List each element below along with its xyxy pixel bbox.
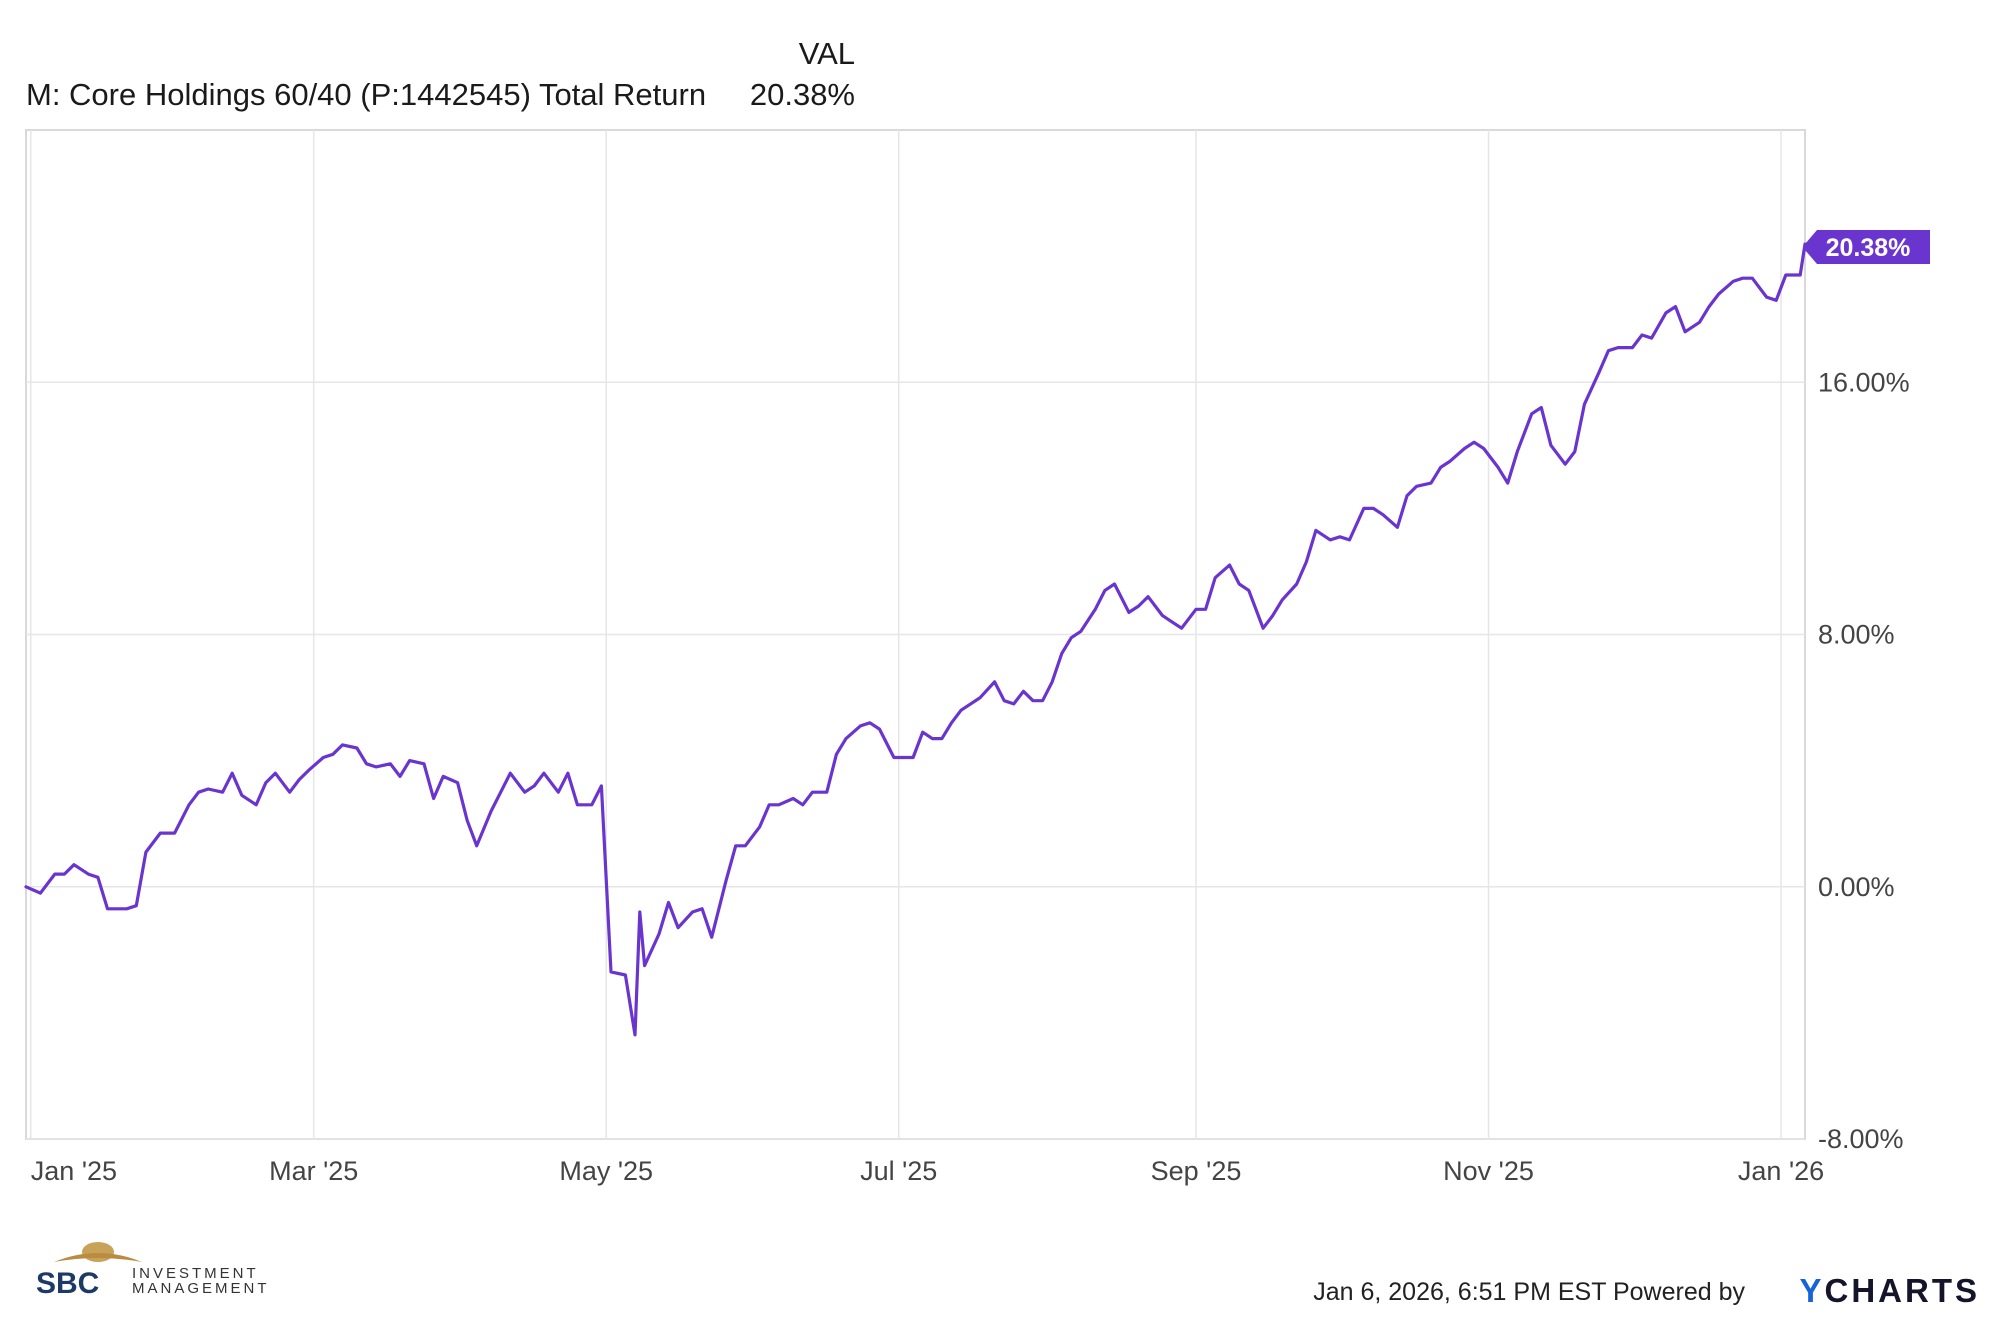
- y-axis-ticks: 16.00% 8.00% 0.00% -8.00%: [1818, 367, 1910, 1154]
- series-line[interactable]: [24, 242, 1807, 1037]
- ycharts-logo[interactable]: YCHARTS: [1799, 1272, 1980, 1310]
- x-tick-label: Sep '25: [1151, 1156, 1242, 1186]
- last-value-badge: 20.38%: [1805, 230, 1930, 264]
- grid-lines: [26, 130, 1805, 1140]
- powered-by-text: Powered by: [1612, 1278, 1745, 1306]
- logo-word-management: MANAGEMENT: [132, 1280, 270, 1297]
- x-tick-label: Jan '26: [1738, 1156, 1824, 1186]
- logo-word-investment: INVESTMENT: [132, 1265, 259, 1282]
- x-tick-label: May '25: [559, 1156, 653, 1186]
- x-tick-label: Jan '25: [31, 1156, 117, 1186]
- last-value-badge-label: 20.38%: [1826, 234, 1911, 262]
- legend-series-name[interactable]: M: Core Holdings 60/40 (P:1442545) Total…: [26, 77, 707, 112]
- logo-letters: SBC: [36, 1267, 99, 1298]
- x-tick-label: Jul '25: [860, 1156, 937, 1186]
- x-tick-label: Mar '25: [269, 1156, 358, 1186]
- footer-timestamp: Jan 6, 2026, 6:51 PM EST Powered by: [1313, 1278, 1745, 1307]
- logo-wing-icon: [54, 1253, 142, 1262]
- logo-emblem-icon: [82, 1242, 114, 1262]
- legend-series-value: 20.38%: [749, 77, 855, 112]
- y-tick-label: -8.00%: [1818, 1124, 1904, 1154]
- x-axis-ticks: Jan '25 Mar '25 May '25 Jul '25 Sep '25 Nov '…: [31, 1156, 1824, 1186]
- sbc-investment-management-logo: SBC INVESTMENT MANAGEMENT: [36, 1242, 270, 1298]
- y-tick-label: 16.00%: [1818, 367, 1910, 397]
- legend-column-header: VAL: [798, 36, 855, 71]
- y-tick-label: 0.00%: [1818, 872, 1895, 902]
- ycharts-logo-y: Y: [1799, 1272, 1825, 1309]
- ycharts-logo-rest: CHARTS: [1824, 1272, 1980, 1309]
- y-tick-label: 8.00%: [1818, 620, 1895, 650]
- x-tick-label: Nov '25: [1443, 1156, 1534, 1186]
- timestamp-text: Jan 6, 2026, 6:51 PM EST: [1313, 1278, 1607, 1306]
